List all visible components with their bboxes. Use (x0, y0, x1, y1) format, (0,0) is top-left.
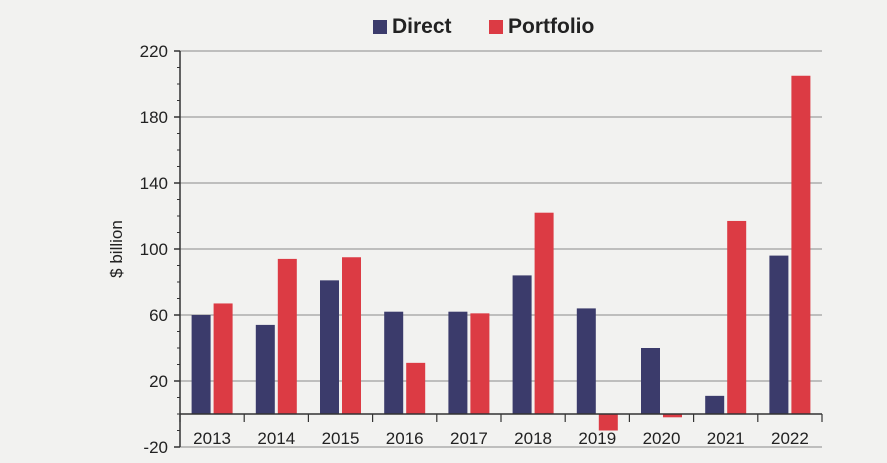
y-tick-label: 140 (140, 174, 168, 193)
bar-direct-2013 (191, 315, 211, 414)
y-axis-label: $ billion (107, 220, 126, 278)
bar-direct-2018 (512, 275, 532, 414)
legend-swatch-direct (373, 20, 387, 34)
legend-label-direct: Direct (392, 15, 452, 38)
bar-portfolio-2021 (727, 220, 747, 414)
bar-portfolio-2022 (791, 75, 811, 414)
bar-portfolio-2018 (534, 212, 554, 414)
x-tick-label: 2019 (578, 429, 616, 448)
y-tick-label: 180 (140, 108, 168, 127)
x-tick-label: 2014 (257, 429, 295, 448)
x-tick-label: 2020 (643, 429, 681, 448)
bar-portfolio-2016 (406, 362, 426, 414)
x-tick-label: 2015 (322, 429, 360, 448)
bar-direct-2022 (769, 255, 789, 414)
bar-portfolio-2013 (213, 303, 233, 414)
bar-direct-2014 (255, 324, 275, 414)
x-tick-label: 2013 (193, 429, 231, 448)
bar-direct-2016 (384, 311, 404, 414)
gridlines (180, 50, 822, 448)
legend-label-portfolio: Portfolio (508, 15, 594, 38)
y-tick-label: 60 (149, 306, 168, 325)
x-tick-label: 2016 (386, 429, 424, 448)
x-tick-label: 2018 (514, 429, 552, 448)
bar-portfolio-2015 (342, 257, 361, 414)
bar-direct-2015 (320, 280, 339, 414)
y-tick-label: 100 (140, 240, 168, 259)
y-tick-label: 20 (149, 372, 168, 391)
bars (191, 75, 811, 431)
legend-swatch-portfolio (489, 20, 503, 34)
bar-direct-2020 (641, 348, 660, 414)
bar-portfolio-2020 (663, 414, 682, 418)
x-tick-label: 2017 (450, 429, 488, 448)
axes: -20 20 60 100 140 180 220 2013 2014 2015 2016 2017 2… (140, 42, 823, 457)
y-tick-label: 220 (140, 42, 168, 61)
bar-direct-2019 (576, 308, 596, 414)
bar-direct-2017 (448, 311, 468, 414)
bar-portfolio-2017 (470, 313, 490, 414)
bar-portfolio-2019 (598, 414, 618, 431)
x-tick-label: 2021 (707, 429, 745, 448)
bar-direct-2021 (705, 395, 725, 414)
y-tick-label: -20 (143, 438, 168, 457)
x-tick-label: 2022 (771, 429, 809, 448)
legend: Direct Portfolio (373, 15, 594, 38)
bar-portfolio-2014 (277, 258, 297, 414)
